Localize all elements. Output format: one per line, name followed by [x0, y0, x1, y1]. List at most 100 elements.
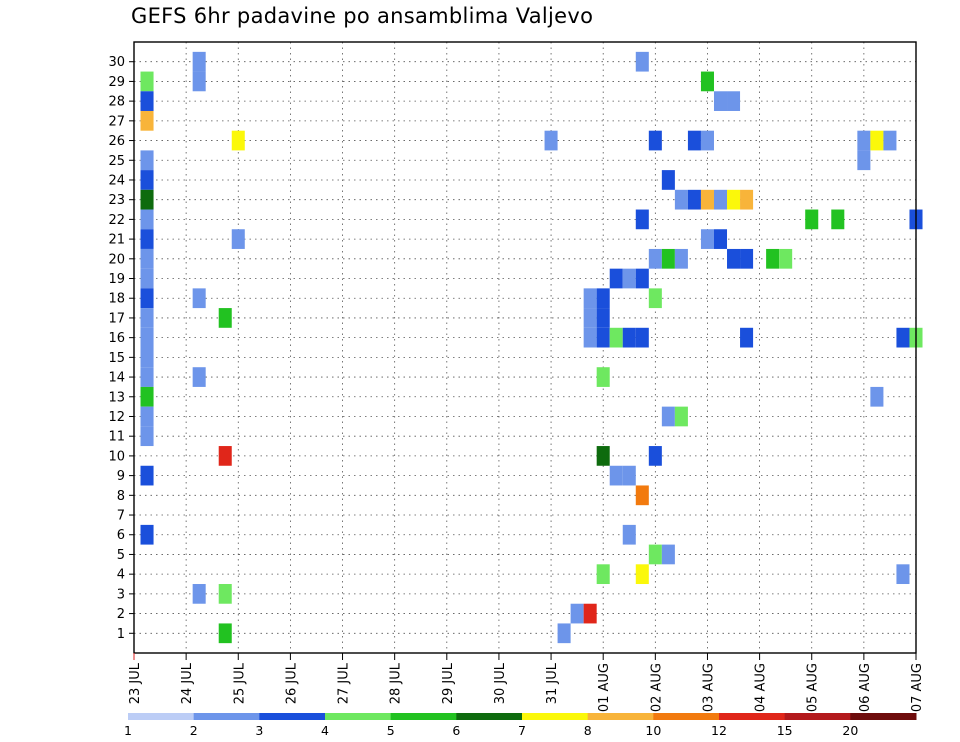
data-cell: [713, 189, 728, 210]
data-cell: [140, 170, 154, 190]
colorbar-swatch: [456, 713, 523, 720]
data-cell: [596, 446, 610, 466]
data-cell: [583, 308, 597, 328]
data-cell: [648, 446, 662, 466]
colorbar-swatch: [390, 713, 457, 720]
x-tick-label: 26 JUL: [284, 662, 299, 704]
x-tick-label: 28 JUL: [389, 662, 404, 704]
data-cell: [687, 130, 701, 151]
data-cell: [883, 130, 897, 151]
y-tick-label: 15: [108, 351, 125, 366]
data-cell: [727, 91, 741, 111]
x-tick-label: 31 JUL: [545, 662, 560, 704]
data-cell: [831, 209, 845, 230]
data-cell: [596, 308, 610, 328]
y-tick-label: 19: [108, 272, 125, 287]
data-cell: [622, 327, 636, 348]
data-cell: [231, 229, 245, 249]
data-cell: [896, 327, 910, 348]
y-tick-label: 28: [108, 95, 125, 110]
y-axis: 1234567891011121314151617181920212223242…: [108, 55, 134, 642]
data-cell: [896, 564, 910, 585]
data-cell: [583, 327, 597, 348]
data-cell: [218, 446, 232, 466]
data-cells: [140, 51, 923, 644]
data-cell: [192, 51, 206, 72]
data-cell: [805, 209, 819, 230]
y-tick-label: 11: [108, 430, 125, 445]
data-cell: [700, 229, 714, 249]
colorbar-swatch: [719, 713, 786, 720]
data-cell: [140, 248, 154, 269]
data-cell: [609, 327, 623, 348]
data-cell: [140, 229, 154, 249]
data-cell: [661, 406, 675, 427]
data-cell: [140, 308, 154, 328]
data-cell: [140, 71, 154, 92]
grid: [134, 42, 916, 653]
data-cell: [583, 288, 597, 309]
data-cell: [192, 367, 206, 387]
colorbar-swatch: [850, 713, 917, 720]
data-cell: [140, 327, 154, 348]
data-cell: [140, 406, 154, 427]
data-cell: [635, 327, 649, 348]
y-tick-label: 16: [108, 331, 125, 346]
x-tick-label: 03 AUG: [701, 663, 716, 712]
colorbar-swatch: [259, 713, 326, 720]
data-cell: [570, 603, 584, 624]
chart-title: GEFS 6hr padavine po ansamblima Valjevo: [131, 4, 594, 28]
data-cell: [140, 91, 154, 111]
y-tick-label: 1: [117, 627, 125, 642]
y-tick-label: 6: [117, 528, 125, 543]
x-axis: 23 JUL 24 JUL 25 JUL 26 JUL 27 JUL 28 JUL 29 J…: [128, 653, 925, 712]
data-cell: [218, 623, 232, 644]
colorbar-swatch: [193, 713, 260, 720]
y-tick-label: 30: [108, 55, 125, 70]
data-cell: [557, 623, 571, 644]
x-tick-label: 23 JUL: [128, 662, 143, 704]
data-cell: [140, 426, 154, 447]
data-cell: [583, 603, 597, 624]
data-cell: [596, 327, 610, 348]
data-cell: [713, 91, 728, 111]
x-tick-label: 30 JUL: [493, 662, 508, 704]
colorbar-label: 1: [124, 723, 132, 738]
data-cell: [192, 584, 206, 604]
data-cell: [648, 544, 662, 565]
y-tick-label: 7: [117, 509, 125, 524]
y-tick-label: 25: [108, 154, 125, 169]
data-cell: [740, 327, 754, 348]
x-tick-label: 24 JUL: [180, 662, 195, 704]
data-cell: [140, 288, 154, 309]
data-cell: [661, 248, 675, 269]
x-tick-label: 02 AUG: [649, 663, 664, 712]
data-cell: [140, 268, 154, 289]
data-cell: [661, 544, 675, 565]
colorbar-label: 10: [645, 723, 661, 738]
data-cell: [544, 130, 558, 151]
colorbar-swatch: [522, 713, 589, 720]
y-tick-label: 17: [108, 311, 125, 326]
colorbar-label: 12: [711, 723, 727, 738]
colorbar-label: 2: [190, 723, 198, 738]
data-cell: [740, 248, 754, 269]
data-cell: [140, 150, 154, 171]
x-tick-label: 27 JUL: [337, 662, 352, 704]
colorbar-swatch: [325, 713, 392, 720]
colorbar-swatch: [128, 713, 195, 720]
data-cell: [870, 386, 884, 407]
data-cell: [700, 130, 714, 151]
data-cell: [140, 189, 154, 210]
data-cell: [596, 367, 610, 387]
data-cell: [622, 465, 636, 486]
colorbar-label: 8: [584, 723, 592, 738]
data-cell: [192, 288, 206, 309]
y-tick-label: 27: [108, 114, 125, 129]
x-tick-label: 29 JUL: [441, 662, 456, 704]
data-cell: [870, 130, 884, 151]
plot-frame: [133, 41, 917, 654]
y-tick-label: 2: [117, 607, 125, 622]
y-tick-label: 5: [117, 548, 125, 563]
data-cell: [727, 189, 741, 210]
